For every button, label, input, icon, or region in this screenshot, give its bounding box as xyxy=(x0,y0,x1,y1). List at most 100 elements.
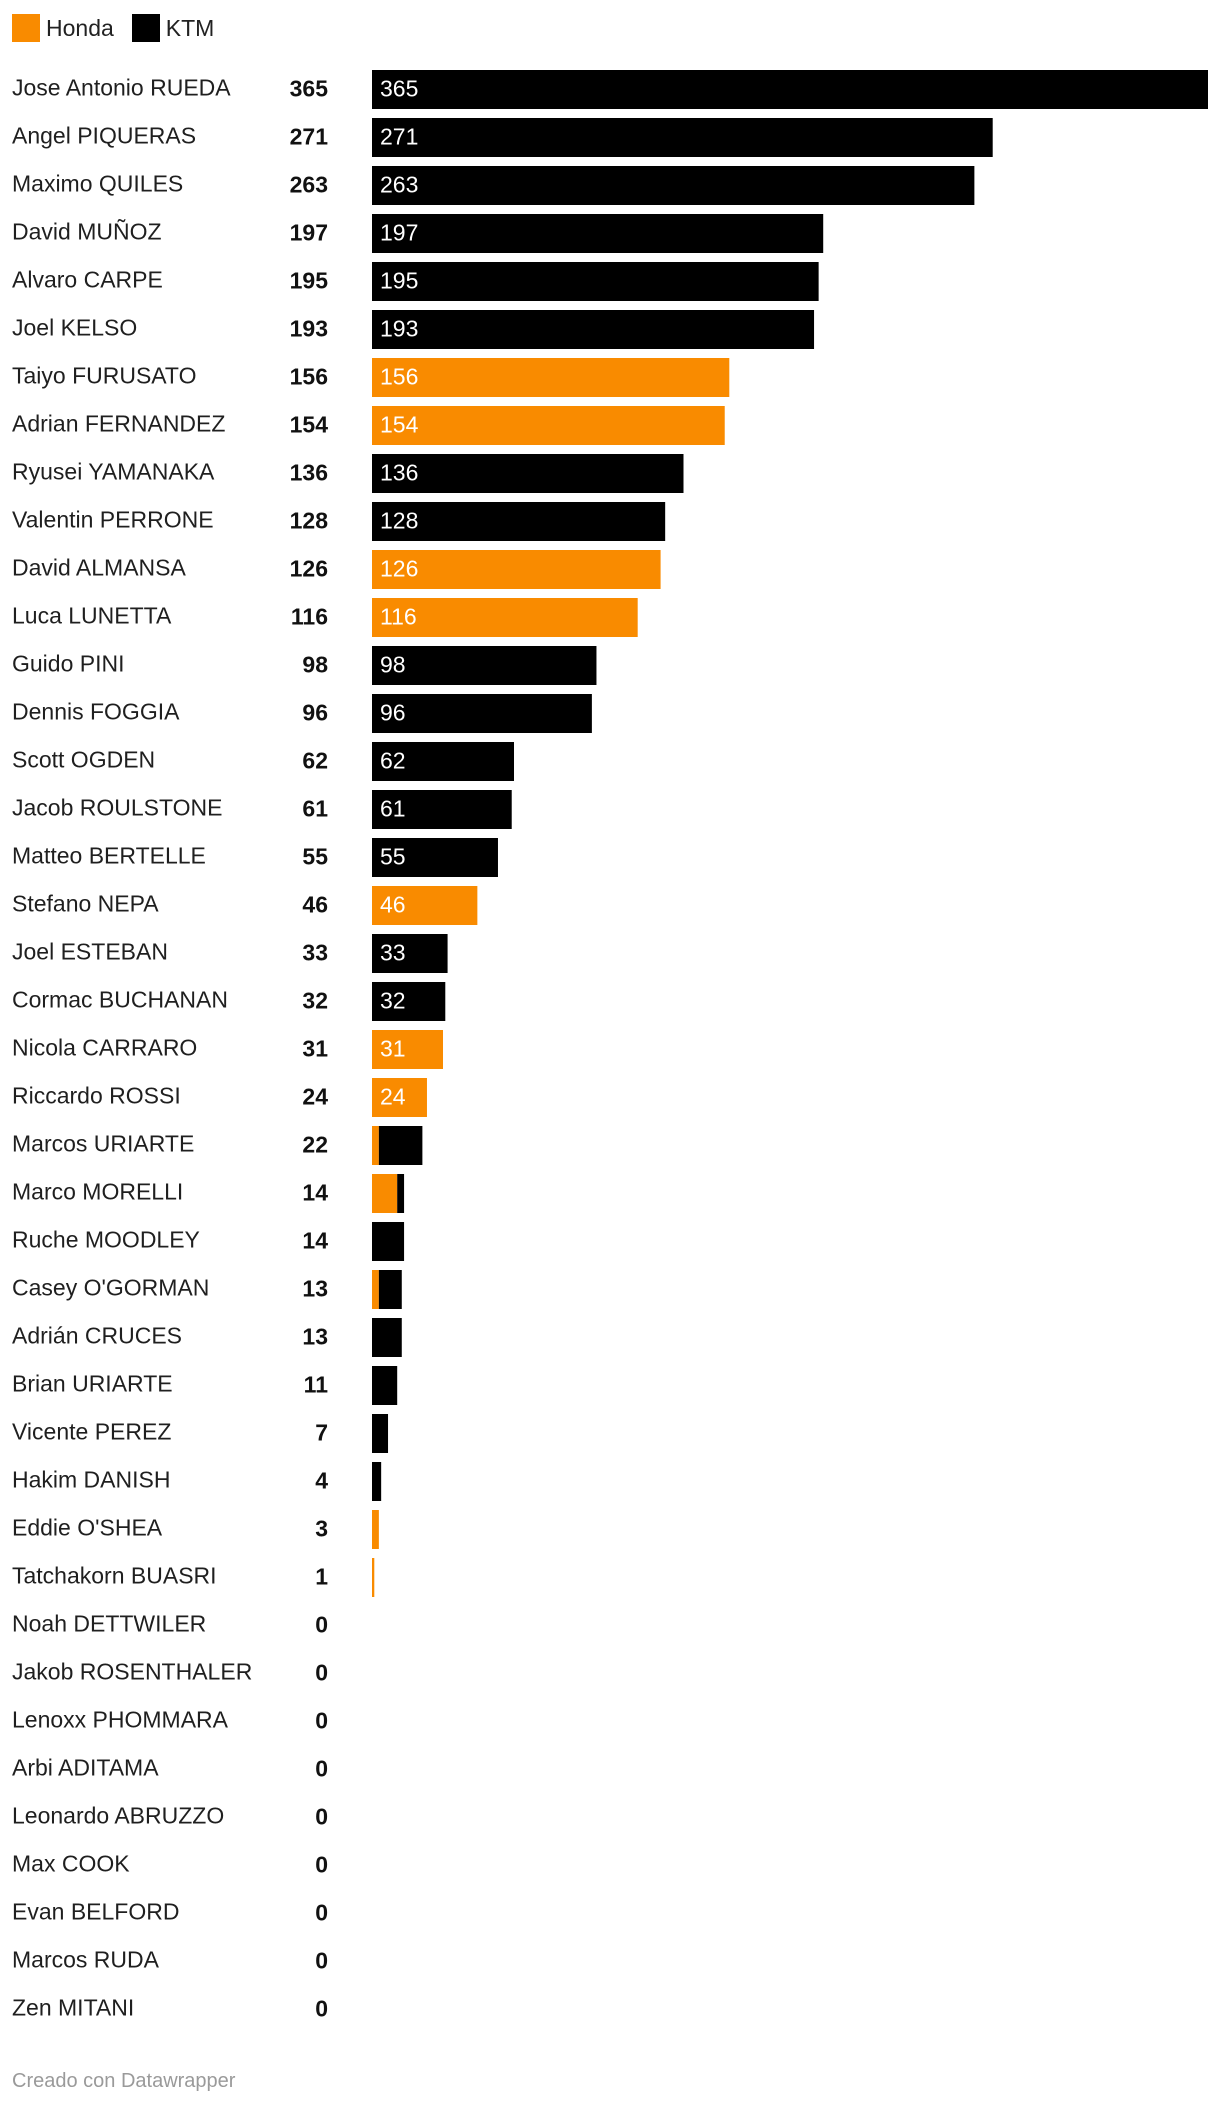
row-name-24: Marco MORELLI xyxy=(12,1179,183,1205)
row-total-38: 0 xyxy=(315,1852,328,1878)
legend-item-ktm: KTM xyxy=(131,14,215,42)
row-total-2: 271 xyxy=(290,124,329,150)
legend-swatch-ktm xyxy=(131,14,160,42)
row-name-5: Alvaro CARPE xyxy=(12,267,163,293)
bar-value-label-21: 31 xyxy=(380,1036,406,1062)
row-total-26: 13 xyxy=(302,1276,328,1302)
row-total-25: 14 xyxy=(302,1228,328,1254)
bar-honda-22 xyxy=(372,1078,427,1117)
row-name-12: Luca LUNETTA xyxy=(12,603,172,629)
row-name-33: Noah DETTWILER xyxy=(12,1611,206,1637)
bar-value-label-5: 195 xyxy=(380,268,418,294)
row-total-24: 14 xyxy=(302,1180,328,1206)
chart-legend: Honda KTM xyxy=(12,12,232,44)
row-total-23: 22 xyxy=(302,1132,328,1158)
row-name-31: Eddie O'SHEA xyxy=(12,1515,163,1541)
bar-ktm-25 xyxy=(372,1222,405,1261)
row-name-18: Stefano NEPA xyxy=(12,891,159,917)
row-name-37: Leonardo ABRUZZO xyxy=(12,1803,224,1829)
row-total-33: 0 xyxy=(315,1612,328,1638)
bar-value-label-15: 62 xyxy=(380,748,406,774)
row-name-21: Nicola CARRARO xyxy=(12,1035,197,1061)
legend-label-ktm: KTM xyxy=(165,14,215,41)
row-name-36: Arbi ADITAMA xyxy=(12,1755,159,1781)
row-total-10: 128 xyxy=(290,508,329,534)
row-name-32: Tatchakorn BUASRI xyxy=(12,1563,217,1589)
bar-ktm-24 xyxy=(397,1174,405,1213)
bar-ktm-3 xyxy=(372,166,975,205)
row-name-17: Matteo BERTELLE xyxy=(12,843,206,869)
row-name-1: Jose Antonio RUEDA xyxy=(12,75,231,101)
bar-ktm-26 xyxy=(378,1270,402,1309)
row-total-22: 24 xyxy=(302,1084,328,1110)
bar-value-label-18: 46 xyxy=(380,892,406,918)
row-total-6: 193 xyxy=(290,316,328,342)
row-name-4: David MUÑOZ xyxy=(12,219,162,245)
footer-credit: Creado con Datawrapper xyxy=(12,2070,236,2092)
row-name-6: Joel KELSO xyxy=(12,315,137,341)
row-name-39: Evan BELFORD xyxy=(12,1899,179,1925)
row-name-7: Taiyo FURUSATO xyxy=(12,363,196,389)
bar-ktm-17 xyxy=(372,838,498,877)
row-name-27: Adrián CRUCES xyxy=(12,1323,182,1349)
row-total-19: 33 xyxy=(302,940,328,966)
row-total-11: 126 xyxy=(290,556,328,582)
bar-ktm-5 xyxy=(372,262,819,301)
bar-value-label-17: 55 xyxy=(380,844,406,870)
bar-honda-32 xyxy=(372,1558,375,1597)
bar-ktm-13 xyxy=(372,646,597,685)
bar-value-label-14: 96 xyxy=(380,700,406,726)
bar-value-label-22: 24 xyxy=(380,1084,406,1110)
row-name-14: Dennis FOGGIA xyxy=(12,699,180,725)
row-total-18: 46 xyxy=(302,892,328,918)
row-name-16: Jacob ROULSTONE xyxy=(12,795,222,821)
bar-honda-11 xyxy=(372,550,661,589)
bar-honda-7 xyxy=(372,358,730,397)
legend-label-honda: Honda xyxy=(46,14,114,41)
row-total-17: 55 xyxy=(302,844,328,870)
bar-value-label-3: 263 xyxy=(380,172,418,198)
row-name-41: Zen MITANI xyxy=(12,1995,134,2021)
row-total-39: 0 xyxy=(315,1900,328,1926)
row-total-27: 13 xyxy=(302,1324,328,1350)
bar-honda-31 xyxy=(372,1510,379,1549)
row-total-30: 4 xyxy=(315,1468,328,1494)
bar-ktm-27 xyxy=(372,1318,402,1357)
row-total-14: 96 xyxy=(302,700,328,726)
bar-value-label-12: 116 xyxy=(380,604,417,630)
row-name-2: Angel PIQUERAS xyxy=(12,123,196,149)
row-name-30: Hakim DANISH xyxy=(12,1467,170,1493)
bar-honda-21 xyxy=(372,1030,444,1069)
row-name-40: Marcos RUDA xyxy=(12,1947,160,1973)
row-name-10: Valentin PERRONE xyxy=(12,507,214,533)
row-name-9: Ryusei YAMANAKA xyxy=(12,459,215,485)
bar-ktm-4 xyxy=(372,214,824,253)
row-name-26: Casey O'GORMAN xyxy=(12,1275,209,1301)
row-total-40: 0 xyxy=(315,1948,328,1974)
bar-ktm-16 xyxy=(372,790,512,829)
row-name-19: Joel ESTEBAN xyxy=(12,939,168,965)
bar-ktm-10 xyxy=(372,502,666,541)
row-total-28: 11 xyxy=(304,1372,329,1398)
row-total-8: 154 xyxy=(290,412,329,438)
row-name-22: Riccardo ROSSI xyxy=(12,1083,181,1109)
row-total-36: 0 xyxy=(315,1756,328,1782)
bar-value-label-2: 271 xyxy=(380,124,418,150)
row-name-38: Max COOK xyxy=(12,1851,130,1877)
row-name-35: Lenoxx PHOMMARA xyxy=(12,1707,229,1733)
bar-value-label-7: 156 xyxy=(380,364,418,390)
row-name-8: Adrian FERNANDEZ xyxy=(12,411,225,437)
row-total-5: 195 xyxy=(290,268,329,294)
row-total-16: 61 xyxy=(302,796,328,822)
bar-ktm-1 xyxy=(372,70,1208,109)
row-name-20: Cormac BUCHANAN xyxy=(12,987,228,1013)
row-total-29: 7 xyxy=(315,1420,328,1446)
row-total-20: 32 xyxy=(302,988,328,1014)
bar-ktm-9 xyxy=(372,454,684,493)
bar-value-label-1: 365 xyxy=(380,76,418,102)
row-name-11: David ALMANSA xyxy=(12,555,187,581)
bar-ktm-23 xyxy=(378,1126,423,1165)
bar-ktm-29 xyxy=(372,1414,389,1453)
legend-swatch-honda xyxy=(12,14,40,42)
row-total-15: 62 xyxy=(302,748,328,774)
